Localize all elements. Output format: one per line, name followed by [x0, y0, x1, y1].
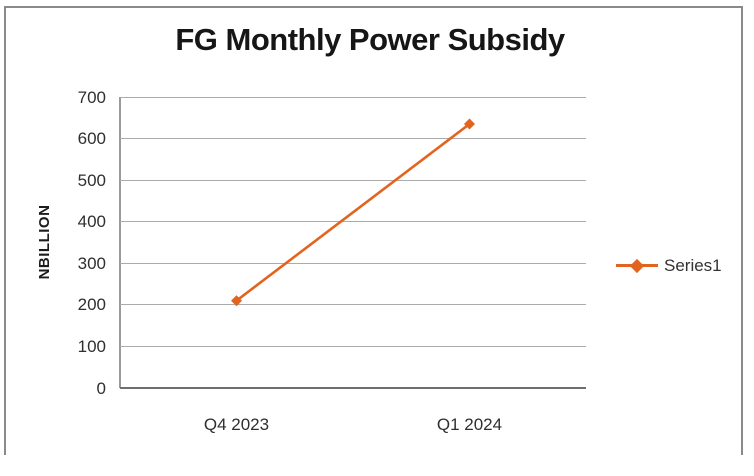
data-point-marker[interactable] — [464, 118, 475, 130]
gridline-y-600 — [120, 138, 586, 140]
legend[interactable]: Series1 — [616, 255, 722, 276]
y-tick-label: 300 — [77, 253, 106, 273]
legend-series-marker-icon — [616, 255, 658, 276]
chart-frame — [4, 6, 743, 455]
gridline-y-100 — [120, 345, 586, 347]
x-tick-label: Q4 2023 — [203, 415, 270, 434]
y-tick-label: 100 — [77, 336, 106, 356]
x-tick-label: Q1 2024 — [436, 415, 503, 434]
legend-series-label: Series1 — [664, 255, 722, 275]
plot-area — [120, 96, 586, 389]
gridline-y-500 — [120, 179, 586, 181]
data-point-marker[interactable] — [231, 295, 242, 307]
series-line — [235, 122, 471, 302]
gridline-y-300 — [120, 262, 586, 264]
gridline-y-700 — [120, 96, 586, 98]
y-tick-label: 200 — [77, 295, 106, 315]
legend-diamond-icon — [629, 258, 645, 273]
chart-title: FG Monthly Power Subsidy — [175, 22, 565, 57]
y-axis-line — [119, 97, 121, 388]
gridline-y-200 — [120, 304, 586, 306]
series-plot-svg — [231, 118, 475, 307]
gridline-y-400 — [120, 221, 586, 223]
y-tick-label: 0 — [96, 378, 106, 398]
y-tick-label: 600 — [77, 129, 106, 149]
gridline-y-0 — [120, 387, 586, 389]
y-tick-label: 500 — [77, 170, 106, 190]
y-tick-label: 400 — [77, 212, 106, 232]
y-tick-label: 700 — [77, 87, 106, 107]
